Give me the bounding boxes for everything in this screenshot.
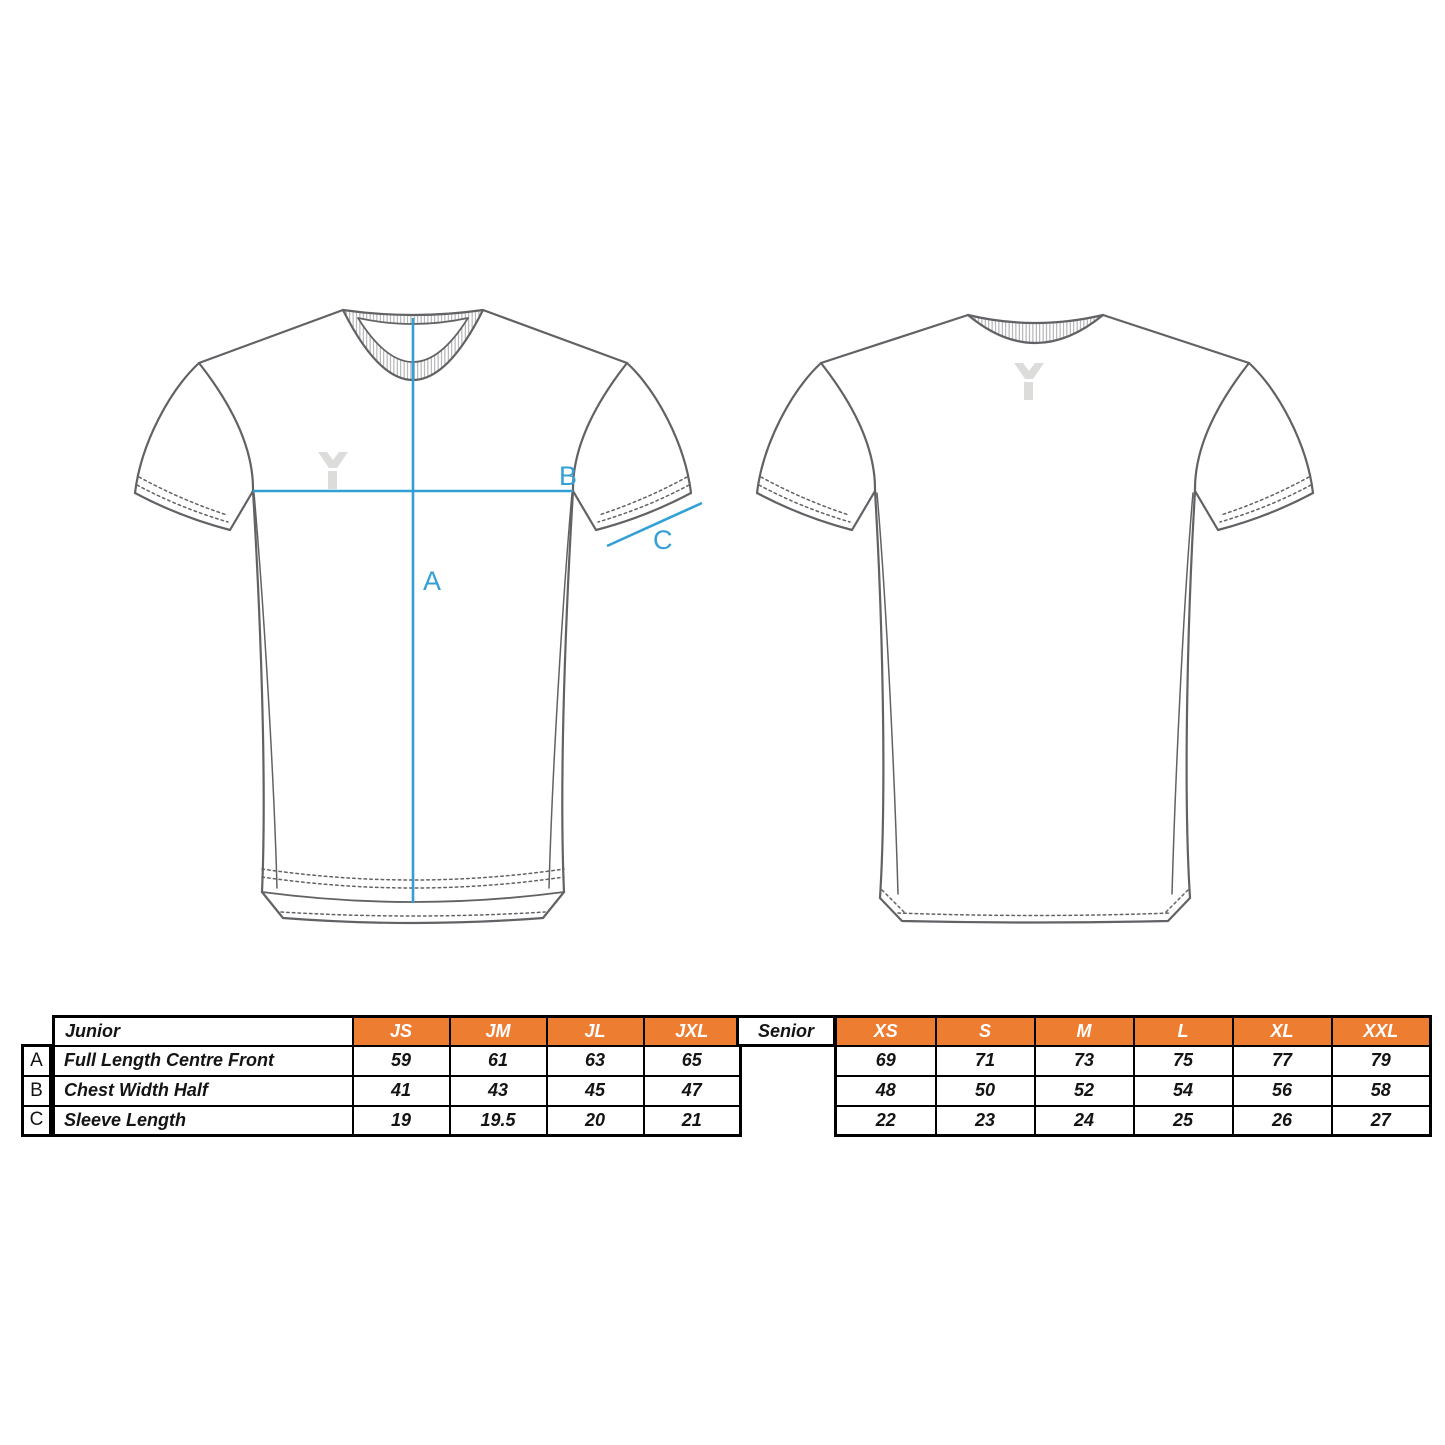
size-value: 26	[1231, 1104, 1333, 1137]
row-label: Sleeve Length	[52, 1104, 354, 1137]
size-value: 65	[642, 1044, 742, 1077]
size-value: 25	[1132, 1104, 1234, 1137]
senior-title-cell: Senior	[736, 1015, 836, 1047]
size-value: 61	[448, 1044, 548, 1077]
stitch-lines	[758, 476, 1312, 917]
size-header-m: M	[1033, 1015, 1135, 1047]
row-label: Full Length Centre Front	[52, 1044, 354, 1077]
measure-label-b: B	[559, 461, 577, 491]
brand-y-logo	[318, 452, 348, 489]
size-value: 50	[934, 1074, 1036, 1107]
size-value: 59	[351, 1044, 451, 1077]
measure-lines	[253, 318, 703, 903]
stitch-lines	[136, 476, 690, 917]
front-outline	[133, 308, 693, 925]
senior-size-table: XS S M L XL XXL 69 71 73 75 77 79 48 50 …	[834, 1015, 1432, 1137]
size-header-jm: JM	[448, 1015, 548, 1047]
measure-line-c	[606, 501, 703, 548]
size-value: 47	[642, 1074, 742, 1107]
size-value: 75	[1132, 1044, 1234, 1077]
table-row: 22 23 24 25 26 27	[834, 1104, 1432, 1137]
size-value: 56	[1231, 1074, 1333, 1107]
size-value: 79	[1330, 1044, 1432, 1077]
size-value: 77	[1231, 1044, 1333, 1077]
size-header-xs: XS	[834, 1015, 937, 1047]
measure-key-column: A B C	[21, 1044, 52, 1137]
size-header-js: JS	[351, 1015, 451, 1047]
size-value: 73	[1033, 1044, 1135, 1077]
table-row: Sleeve Length 19 19.5 20 21	[52, 1104, 742, 1137]
measure-label-a: A	[423, 566, 441, 596]
table-row: Chest Width Half 41 43 45 47	[52, 1074, 742, 1107]
measure-key-b: B	[21, 1074, 52, 1107]
size-value: 71	[934, 1044, 1036, 1077]
table-row: 69 71 73 75 77 79	[834, 1044, 1432, 1077]
size-value: 20	[545, 1104, 645, 1137]
table-row: Full Length Centre Front 59 61 63 65	[52, 1044, 742, 1077]
size-value: 43	[448, 1074, 548, 1107]
size-value: 21	[642, 1104, 742, 1137]
size-value: 19	[351, 1104, 451, 1137]
brand-y-logo	[1014, 363, 1044, 400]
size-value: 45	[545, 1074, 645, 1107]
row-label: Chest Width Half	[52, 1074, 354, 1107]
table-row: 48 50 52 54 56 58	[834, 1074, 1432, 1107]
size-header-jxl: JXL	[642, 1015, 742, 1047]
size-value: 48	[834, 1074, 937, 1107]
size-header-l: L	[1132, 1015, 1234, 1047]
size-value: 54	[1132, 1074, 1234, 1107]
size-header-xxl: XXL	[1330, 1015, 1432, 1047]
size-value: 52	[1033, 1074, 1135, 1107]
size-value: 19.5	[448, 1104, 548, 1137]
measure-label-c: C	[653, 525, 673, 555]
measure-key-c: C	[21, 1104, 52, 1137]
tshirt-front-diagram: A B C	[133, 308, 703, 925]
back-outline	[755, 313, 1315, 924]
tshirt-back-diagram	[755, 313, 1315, 924]
junior-size-table: Junior JS JM JL JXL Full Length Centre F…	[52, 1015, 742, 1137]
size-value: 22	[834, 1104, 937, 1137]
size-value: 24	[1033, 1104, 1135, 1137]
size-value: 58	[1330, 1074, 1432, 1107]
size-value: 63	[545, 1044, 645, 1077]
size-value: 27	[1330, 1104, 1432, 1137]
size-header-s: S	[934, 1015, 1036, 1047]
measure-labels: A B C	[423, 461, 673, 596]
junior-title: Junior	[52, 1015, 354, 1047]
measure-key-a: A	[21, 1044, 52, 1077]
size-value: 23	[934, 1104, 1036, 1137]
size-value: 41	[351, 1074, 451, 1107]
size-value: 69	[834, 1044, 937, 1077]
size-header-xl: XL	[1231, 1015, 1333, 1047]
size-header-jl: JL	[545, 1015, 645, 1047]
